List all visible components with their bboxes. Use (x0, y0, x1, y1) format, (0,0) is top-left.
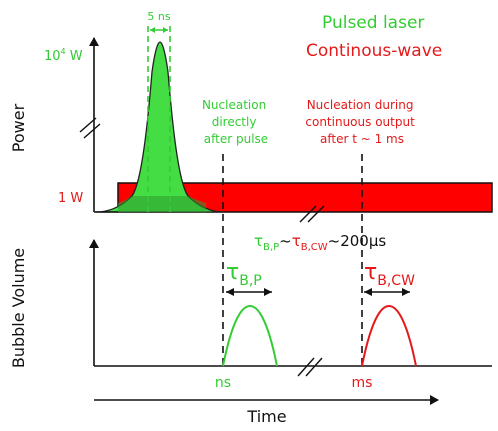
legend-cw: Continous-wave (306, 41, 442, 61)
power-low-label: 1 W (58, 191, 83, 206)
power-high-label: 104 W (44, 47, 83, 64)
tick-ns: ns (215, 375, 231, 391)
bubble-cw-curve (361, 304, 417, 367)
time-axis-title: Time (246, 407, 286, 426)
nucleation-cw-text: Nucleation during continuous output afte… (305, 98, 418, 146)
tick-ms: ms (352, 375, 373, 391)
bubble-axis-title: Bubble Volume (9, 248, 28, 368)
pulse-overlap (118, 196, 206, 212)
nucleation-pulse-text: Nucleation directly after pulse (202, 98, 270, 146)
bubble-baseline-break (297, 357, 315, 377)
legend-pulsed: Pulsed laser (322, 13, 424, 33)
power-axis-break (79, 117, 97, 133)
power-axis-title: Power (9, 103, 28, 152)
pulse-peak (95, 41, 225, 213)
tau-bcw-label: τB,CW (364, 260, 415, 289)
tau-bp-label: τB,P (226, 260, 262, 289)
tau-relation: τB,P~τB,CW~200μs (254, 232, 386, 253)
pulse-width-label: 5 ns (147, 10, 170, 23)
cw-bar-break (299, 205, 317, 223)
bubble-pulse-curve (222, 304, 278, 367)
